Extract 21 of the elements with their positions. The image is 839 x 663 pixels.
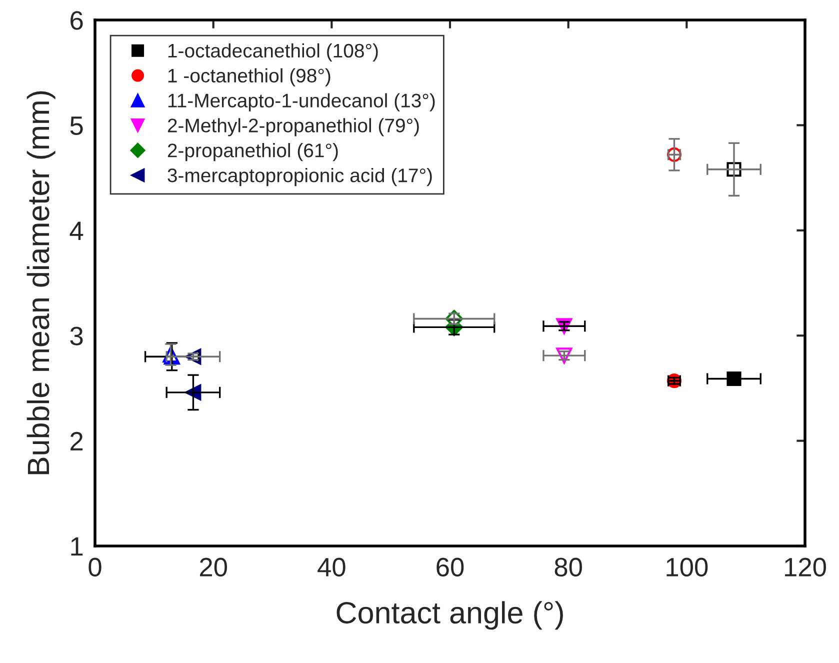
x-tick-label: 0 [88,558,102,576]
legend-label: 3-mercaptopropionic acid (17°) [168,168,432,186]
y-tick-label: 2 [70,432,83,450]
x-tick-label: 40 [318,558,346,576]
y-tick-label: 6 [70,11,83,30]
x-axis-title: Contact angle (°) [336,601,563,630]
legend-label: 2-propanethiol (61°) [168,143,338,162]
legend-label: 11-Mercapto-1-undecanol (13°) [168,93,435,112]
y-tick-label: 3 [70,326,83,346]
y-tick-label: 5 [70,116,83,136]
legend-label: 2-Methyl-2-propanethiol (79°) [168,118,419,136]
x-tick-label: 60 [436,558,464,576]
legend-label: 1 -octanethiol (98°) [168,68,330,86]
x-tick-label: 20 [200,558,227,576]
x-tick-label: 120 [785,558,826,576]
y-tick-label: 1 [71,537,83,556]
y-tick-label: 4 [70,222,84,240]
x-tick-label: 100 [666,558,708,576]
legend-label: 1-octadecanethiol (108°) [168,43,378,62]
x-tick-label: 80 [554,558,582,576]
y-axis-title: Bubble mean diameter (mm) [26,91,56,474]
